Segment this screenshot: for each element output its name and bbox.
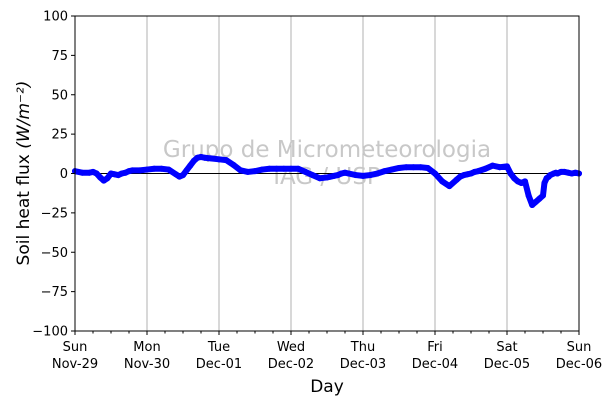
x-tick-day-1: Mon bbox=[133, 340, 160, 355]
data-point-54 bbox=[367, 172, 374, 179]
data-point-41 bbox=[295, 165, 302, 172]
data-point-15 bbox=[136, 167, 143, 174]
y-tick-label-0: −100 bbox=[32, 325, 68, 340]
data-point-44 bbox=[316, 175, 323, 182]
data-point-18 bbox=[158, 165, 165, 172]
y-tick-label-7: 75 bbox=[51, 49, 68, 64]
x-tick-day-6: Sat bbox=[496, 340, 517, 355]
data-point-74 bbox=[489, 162, 496, 169]
data-points bbox=[72, 153, 582, 208]
data-point-77 bbox=[507, 170, 514, 177]
data-point-60 bbox=[410, 164, 417, 171]
data-point-76 bbox=[504, 163, 510, 170]
y-tick-label-1: −75 bbox=[41, 285, 68, 300]
x-tick-date-1: Nov-30 bbox=[124, 357, 170, 372]
x-tick-date-6: Dec-05 bbox=[484, 357, 530, 372]
data-point-62 bbox=[424, 164, 431, 171]
y-axis-label-unit: (W/m⁻²) bbox=[14, 81, 34, 149]
x-tick-day-4: Thu bbox=[350, 340, 375, 355]
data-point-43 bbox=[309, 172, 316, 179]
data-point-53 bbox=[360, 172, 366, 179]
x-tick-day-3: Wed bbox=[277, 340, 305, 355]
x-axis-label: Day bbox=[310, 377, 344, 397]
data-point-58 bbox=[396, 164, 402, 171]
data-point-52 bbox=[352, 172, 359, 179]
data-point-29 bbox=[208, 155, 215, 162]
y-axis-label: Soil heat flux (W/m⁻²) bbox=[14, 81, 34, 266]
data-point-34 bbox=[244, 168, 251, 175]
data-point-59 bbox=[403, 164, 410, 171]
x-tick-date-3: Dec-02 bbox=[268, 357, 314, 372]
x-tick-date-4: Dec-03 bbox=[340, 357, 386, 372]
y-tick-label-6: 50 bbox=[51, 88, 68, 103]
data-point-75 bbox=[496, 164, 503, 171]
data-point-35 bbox=[252, 168, 258, 175]
y-axis-label-text: Soil heat flux bbox=[14, 154, 34, 265]
x-tick-date-7: Dec-06 bbox=[556, 357, 602, 372]
data-point-31 bbox=[223, 157, 230, 164]
data-point-19 bbox=[165, 166, 172, 173]
data-point-56 bbox=[381, 168, 388, 175]
data-point-42 bbox=[302, 168, 309, 175]
y-tick-label-4: 0 bbox=[60, 167, 68, 182]
data-point-51 bbox=[345, 170, 352, 177]
data-point-7 bbox=[104, 175, 111, 182]
data-point-16 bbox=[144, 166, 150, 173]
y-tick-label-8: 100 bbox=[43, 10, 68, 25]
data-point-37 bbox=[266, 165, 273, 172]
data-point-72 bbox=[475, 168, 482, 175]
data-point-65 bbox=[446, 183, 453, 190]
data-point-73 bbox=[482, 165, 489, 172]
x-axis-ticks: Sun Nov-29 Mon Nov-30 Tue Dec-01 Wed Dec-02 Thu D… bbox=[52, 331, 602, 372]
y-tick-label-3: −25 bbox=[41, 206, 68, 221]
data-point-33 bbox=[237, 167, 244, 174]
y-axis-ticks: −100 −75 −50 −25 0 25 50 75 100 bbox=[32, 10, 75, 340]
data-point-39 bbox=[280, 165, 287, 172]
data-point-1 bbox=[79, 169, 86, 176]
data-point-14 bbox=[129, 167, 136, 174]
data-point-17 bbox=[151, 165, 158, 172]
data-point-57 bbox=[388, 166, 395, 173]
x-tick-day-5: Fri bbox=[427, 340, 443, 355]
data-point-61 bbox=[417, 164, 424, 171]
data-point-38 bbox=[273, 165, 280, 172]
data-point-28 bbox=[201, 154, 208, 161]
data-point-63 bbox=[432, 170, 438, 177]
data-point-4 bbox=[93, 170, 100, 177]
data-point-23 bbox=[183, 167, 190, 174]
data-point-24 bbox=[187, 162, 194, 169]
data-point-86 bbox=[540, 192, 546, 199]
x-tick-day-2: Tue bbox=[207, 340, 230, 355]
y-tick-label-5: 25 bbox=[51, 128, 68, 143]
x-tick-day-0: Sun bbox=[63, 340, 88, 355]
data-point-82 bbox=[525, 192, 532, 199]
data-point-64 bbox=[439, 178, 446, 185]
data-point-87 bbox=[541, 179, 548, 186]
data-point-30 bbox=[216, 156, 222, 163]
data-point-32 bbox=[230, 161, 237, 168]
data-point-40 bbox=[288, 165, 294, 172]
x-tick-day-7: Sun bbox=[567, 340, 592, 355]
y-tick-label-2: −50 bbox=[41, 246, 68, 261]
data-point-81 bbox=[522, 178, 528, 185]
data-point-55 bbox=[374, 170, 381, 177]
data-point-22 bbox=[180, 172, 186, 179]
data-point-36 bbox=[259, 166, 266, 173]
x-tick-date-5: Dec-04 bbox=[412, 357, 458, 372]
x-tick-date-0: Nov-29 bbox=[52, 357, 98, 372]
x-tick-date-2: Dec-01 bbox=[196, 357, 242, 372]
